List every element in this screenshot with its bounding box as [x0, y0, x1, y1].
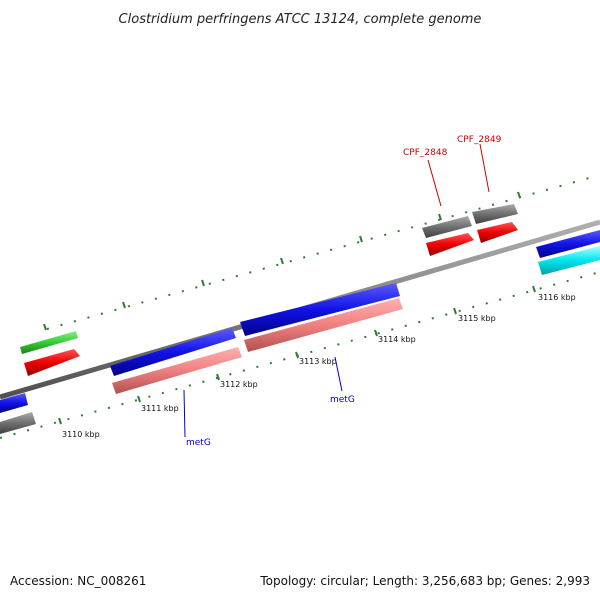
forward-gene-gray-cpf2849[interactable] [472, 204, 518, 224]
kbp-labels: 3110 kbp 3111 kbp 3112 kbp 3113 kbp 3114… [62, 293, 576, 439]
kbp-label: 3112 kbp [220, 380, 258, 389]
kbp-label: 3116 kbp [538, 293, 576, 302]
kbp-label: 3113 kbp [299, 357, 337, 366]
accession-text: Accession: NC_008261 [10, 574, 146, 588]
gene-label-metG-2[interactable]: metG [330, 395, 355, 405]
forward-gene-blue-metG-2[interactable] [240, 283, 400, 336]
forward-gene-gray-cpf2848[interactable] [422, 216, 472, 238]
major-ticks [58, 285, 536, 425]
forward-gene-blue-right[interactable] [536, 230, 600, 258]
upper-major-ticks [43, 191, 521, 331]
kbp-label: 3114 kbp [378, 335, 416, 344]
label-leader-lines [183, 143, 490, 438]
gene-label-metG-1[interactable]: metG [186, 438, 211, 448]
map-title: Clostridium perfringens ATCC 13124, comp… [119, 12, 482, 27]
gene-label-cpf2848[interactable]: CPF_2848 [403, 148, 448, 158]
gene-label-cpf2849[interactable]: CPF_2849 [457, 135, 502, 145]
reverse-gene-red-left[interactable] [24, 349, 80, 376]
reverse-gene-pink-metG-2[interactable] [244, 298, 403, 352]
kbp-label: 3111 kbp [141, 404, 179, 413]
kbp-label: 3115 kbp [458, 314, 496, 323]
forward-gene-blue-left[interactable] [0, 393, 28, 413]
reverse-gene-pink-metG-1[interactable] [112, 347, 242, 394]
genome-summary-text: Topology: circular; Length: 3,256,683 bp… [259, 574, 590, 588]
forward-gene-blue-metG-1[interactable] [110, 328, 236, 376]
forward-gene-green[interactable] [20, 331, 78, 354]
reverse-gene-gray-left[interactable] [0, 412, 36, 434]
reverse-gene-red-cpf2848[interactable] [426, 233, 474, 256]
reverse-gene-cyan-right[interactable] [538, 246, 600, 275]
reverse-gene-red-cpf2849[interactable] [477, 222, 518, 243]
lower-tick-track [0, 271, 600, 439]
kbp-label: 3110 kbp [62, 430, 100, 439]
